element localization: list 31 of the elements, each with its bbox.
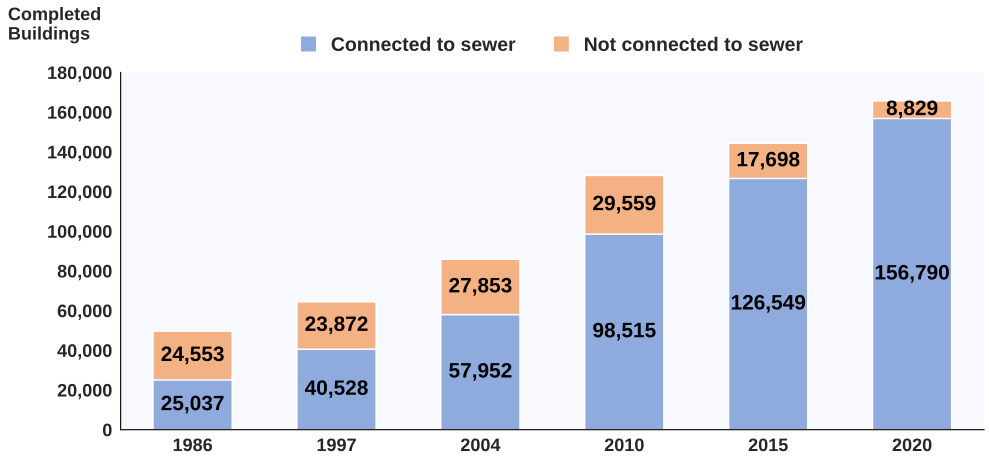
y-tick-label: 180,000	[48, 66, 112, 82]
data-label: 156,790	[876, 264, 949, 283]
x-tick-label: 2020	[892, 438, 932, 452]
data-label: 126,549	[732, 294, 806, 313]
x-tick-label: 2015	[748, 438, 788, 452]
data-label: 98,515	[593, 322, 656, 340]
x-tick-label: 1997	[318, 438, 356, 452]
data-label: 23,872	[305, 316, 368, 334]
data-label: 27,853	[449, 278, 512, 296]
y-tick-label: 160,000	[48, 106, 112, 122]
y-tick-label: 20,000	[58, 384, 112, 400]
data-label: 8,829	[886, 100, 938, 118]
data-label: 25,037	[161, 396, 224, 414]
data-label: 29,559	[593, 196, 656, 214]
y-tick-label: 40,000	[57, 344, 112, 360]
y-tick-label: 80,000	[58, 264, 112, 280]
y-tick-label: 0	[103, 424, 112, 436]
data-label: 57,952	[449, 362, 512, 381]
legend-label: Connected to sewer	[332, 36, 516, 52]
x-tick-label: 1986	[174, 438, 212, 452]
x-tick-label: 2004	[460, 438, 500, 452]
data-label: 17,698	[738, 152, 800, 170]
legend-label: Not connected to sewer	[584, 36, 803, 52]
y-tick-label: 60,000	[58, 304, 112, 320]
y-axis-title: Completed Buildings	[8, 7, 100, 44]
x-tick-label: 2010	[604, 438, 644, 452]
y-tick-label: 100,000	[48, 225, 112, 241]
data-label: 24,553	[161, 346, 224, 364]
data-label: 40,528	[304, 380, 368, 398]
y-tick-label: 120,000	[48, 185, 112, 201]
y-tick-label: 140,000	[48, 146, 112, 162]
